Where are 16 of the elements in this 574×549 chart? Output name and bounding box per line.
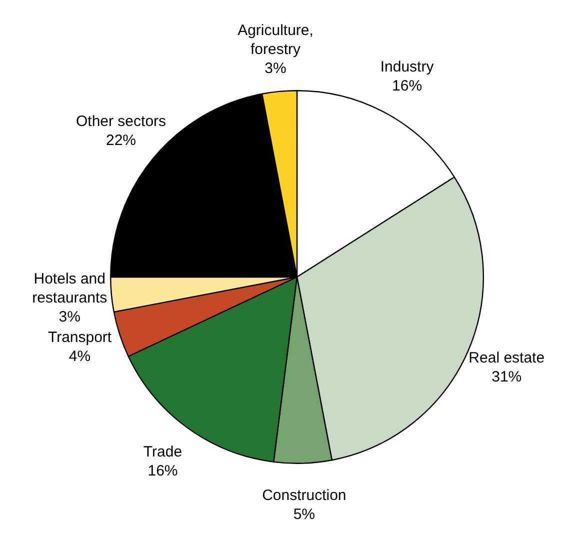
data-label: 16% [148,462,178,480]
data-label: 22% [106,132,136,150]
slice-label: Other sectors [76,113,166,130]
slice-label: Agriculture, forestry [238,22,314,58]
data-label: 16% [392,77,422,94]
slice-label: Hotels and restaurants [32,270,108,307]
data-label: 4% [68,348,91,366]
slice-label: Transport [48,329,112,346]
data-label: 31% [492,368,522,386]
slice-label: Real estate [468,349,545,366]
slice-label: Industry [380,58,434,76]
slice-label: Construction [262,486,346,504]
data-label: 3% [58,308,80,326]
data-label: 3% [264,60,286,77]
data-label: 5% [293,506,316,523]
slice-label: Trade [143,443,182,460]
